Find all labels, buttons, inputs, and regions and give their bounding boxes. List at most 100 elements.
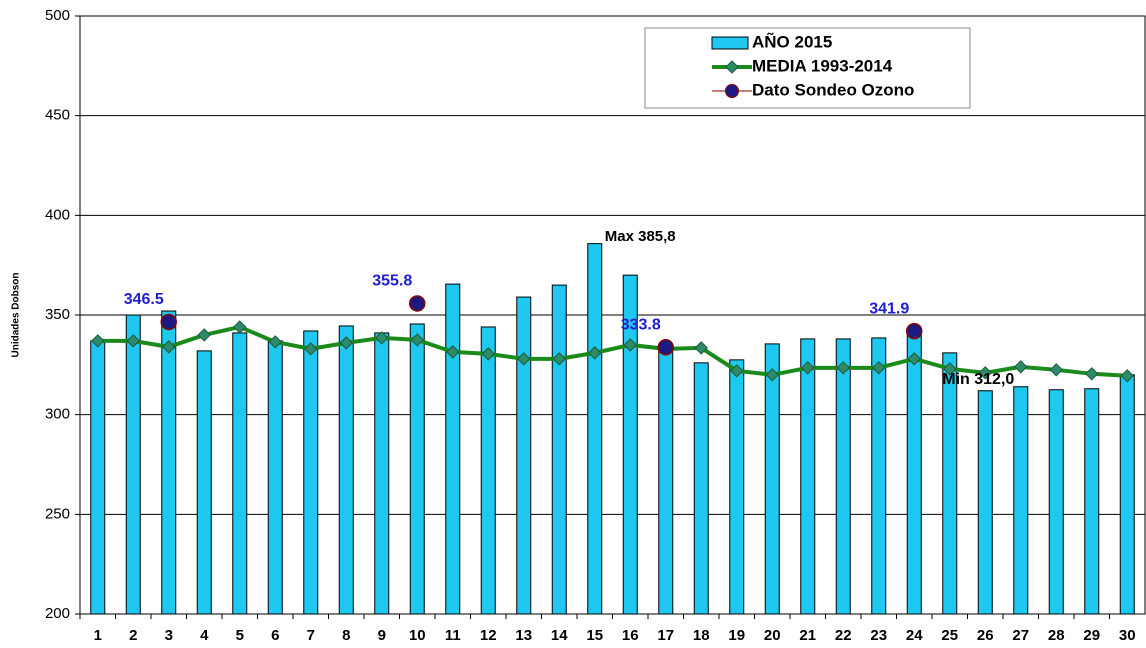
legend-swatch [725,60,739,74]
x-tick-label: 18 [693,627,710,644]
bar [977,390,993,615]
bar [942,352,958,615]
bar [374,332,390,615]
point [657,339,674,356]
line-marker [517,352,531,366]
x-tick-label: 13 [515,627,532,644]
data-label: 355.8 [372,273,412,290]
x-tick-label: 29 [1083,627,1100,644]
x-tick-label: 20 [764,627,781,644]
x-tick-label: 10 [409,627,426,644]
legend [644,27,971,109]
bar [622,274,638,615]
bar [267,340,283,615]
x-tick-label: 6 [271,627,279,644]
y-tick-label: 450 [45,107,70,124]
bar [196,350,212,615]
line-marker [375,331,389,345]
point [409,295,426,312]
x-tick-label: 27 [1012,627,1029,644]
bar [1013,386,1029,615]
legend-swatch [711,36,749,50]
x-tick-label: 5 [236,627,244,644]
line-marker [623,338,637,352]
line-marker [304,342,318,356]
line-marker [730,364,744,378]
y-tick-label: 400 [45,206,70,223]
x-tick-label: 22 [835,627,852,644]
legend-label: AÑO 2015 [752,31,832,51]
x-tick-label: 15 [586,627,603,644]
y-tick-label: 350 [45,306,70,323]
line-marker [410,333,424,347]
x-tick-label: 30 [1119,627,1136,644]
legend-label: Dato Sondeo Ozono [752,80,914,99]
y-tick-label: 200 [45,605,70,622]
bar [1048,389,1064,615]
line-marker [694,341,708,355]
x-tick-label: 9 [378,627,386,644]
x-tick-label: 17 [657,627,674,644]
x-tick-label: 1 [94,627,102,644]
bar [871,337,887,615]
bar [338,325,354,615]
bar [551,284,567,615]
x-tick-label: 2 [129,627,137,644]
data-label: 333.8 [621,317,661,334]
line-marker [233,320,247,334]
line-marker [1014,360,1028,374]
x-tick-label: 25 [941,627,958,644]
x-tick-label: 14 [551,627,568,644]
line-marker [481,347,495,361]
x-tick-label: 23 [870,627,887,644]
bar [125,314,141,615]
line-marker [1049,363,1063,377]
bar [516,296,532,615]
bar [587,243,603,615]
x-tick-label: 3 [165,627,173,644]
x-tick-label: 19 [728,627,745,644]
y-tick-label: 250 [45,505,70,522]
line-marker [588,346,602,360]
bar [303,330,319,615]
line-marker [907,352,921,366]
point [906,322,923,340]
bar [906,328,922,615]
line-marker [943,362,957,376]
line-marker [126,334,140,348]
bar [409,323,425,615]
bar [693,362,709,615]
y-tick-label: 300 [45,406,70,423]
bar [729,359,745,615]
x-tick-label: 11 [445,627,461,644]
x-tick-label: 12 [480,627,497,644]
line-marker [978,366,992,380]
bar [90,340,106,615]
line-marker [162,340,176,354]
annotation: Min 312,0 [942,371,1014,388]
line-marker [872,361,886,375]
line-marker [765,368,779,382]
bar [835,338,851,615]
line-marker [836,361,850,375]
y-axis-label: Unidades Dobson [11,272,22,357]
x-tick-label: 28 [1048,627,1065,644]
x-tick-label: 16 [622,627,639,644]
line-marker [339,336,353,350]
line-marker [801,361,815,375]
bar [1084,388,1100,615]
bar [764,343,780,615]
bar [232,332,248,615]
bar [445,283,461,615]
line-marker [446,345,460,359]
bar [800,338,816,615]
line-marker [197,328,211,342]
legend-swatch [725,84,739,98]
line-marker [1120,369,1134,383]
y-tick-label: 500 [45,7,70,24]
bar [480,326,496,615]
data-label: 346.5 [124,291,164,308]
x-tick-label: 26 [977,627,994,644]
line-marker [91,334,105,348]
